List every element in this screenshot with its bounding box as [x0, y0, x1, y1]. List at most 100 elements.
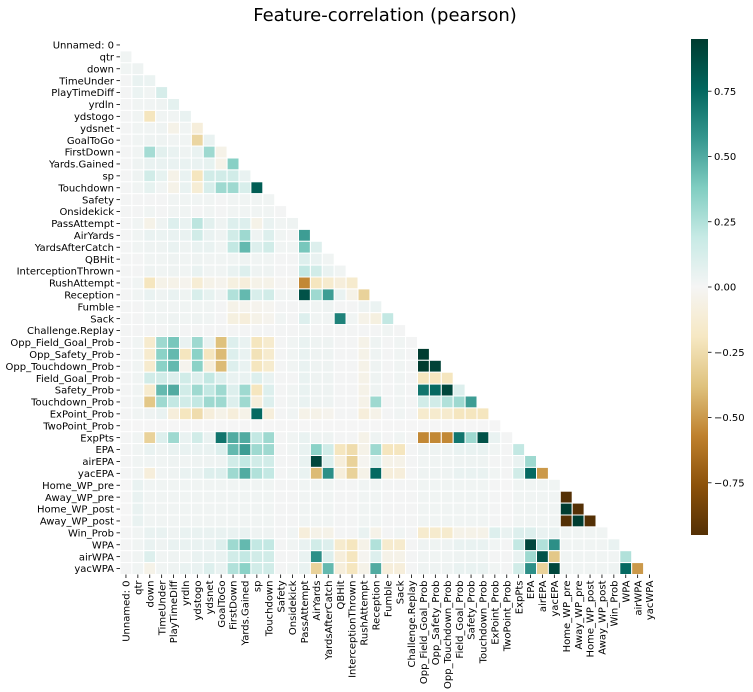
heatmap-cell: [214, 169, 228, 183]
heatmap-cell: [298, 300, 311, 314]
heatmap-cell: [286, 538, 300, 552]
heatmap-cell: [286, 407, 300, 421]
x-tick-label: RushAttempt: [360, 580, 371, 645]
heatmap-cell: [309, 312, 323, 326]
heatmap-cell: [345, 359, 359, 373]
heatmap-cell: [452, 502, 466, 516]
heatmap-cell: [488, 562, 502, 575]
heatmap-cell: [167, 359, 181, 373]
heatmap-cell: [298, 443, 311, 457]
heatmap-cell: [250, 240, 264, 254]
heatmap-cell: [214, 371, 228, 385]
heatmap-cell: [119, 50, 133, 64]
heatmap-cell: [214, 300, 228, 314]
heatmap-cell: [393, 395, 407, 409]
heatmap-cell: [119, 383, 133, 397]
heatmap-cell: [155, 431, 169, 445]
heatmap-cell: [369, 466, 383, 480]
heatmap-cell: [190, 228, 204, 242]
heatmap-cell: [226, 431, 240, 445]
y-tick-label: FirstDown: [65, 148, 114, 159]
heatmap-cell: [155, 526, 169, 540]
heatmap-cell: [238, 169, 252, 183]
heatmap-cell: [428, 395, 442, 409]
heatmap-cell: [238, 550, 252, 564]
heatmap-cell: [440, 550, 454, 564]
heatmap-cell: [214, 419, 228, 433]
heatmap-cell: [345, 502, 359, 516]
y-tick-label: Home_WP_post: [37, 505, 114, 516]
heatmap-cell: [274, 371, 288, 385]
heatmap-cell: [286, 217, 300, 230]
x-tick-label: yacEPA: [550, 580, 561, 616]
heatmap-cell: [119, 300, 133, 314]
heatmap-cell: [167, 121, 181, 135]
heatmap-cell: [333, 336, 347, 349]
heatmap-cell: [119, 359, 133, 373]
colorbar-tick-label: −0.50: [714, 413, 745, 424]
heatmap-cell: [369, 490, 383, 504]
heatmap-cell: [357, 502, 371, 516]
heatmap-cell: [262, 526, 276, 540]
heatmap-cell: [131, 121, 145, 135]
heatmap-cell: [369, 359, 383, 373]
heatmap-cell: [298, 395, 311, 409]
heatmap-cell: [238, 526, 252, 540]
heatmap-cell: [321, 562, 335, 575]
heatmap-cell: [309, 538, 323, 552]
heatmap-cell: [262, 228, 276, 242]
heatmap-cell: [464, 502, 478, 516]
heatmap-cell: [143, 347, 157, 361]
heatmap-cell: [131, 359, 145, 373]
heatmap-cell: [286, 490, 300, 504]
heatmap-cell: [286, 312, 300, 326]
heatmap-cell: [298, 240, 311, 254]
heatmap-cell: [488, 526, 502, 540]
heatmap-cell: [226, 324, 240, 338]
heatmap-cell: [214, 526, 228, 540]
heatmap-cell: [476, 443, 490, 457]
heatmap-cell: [179, 347, 192, 361]
heatmap-cell: [202, 455, 216, 468]
heatmap-cell: [226, 478, 240, 492]
heatmap-cell: [274, 538, 288, 552]
heatmap-cell: [583, 550, 597, 564]
x-tick-label: Sack: [395, 580, 406, 604]
heatmap-cell: [238, 514, 252, 528]
heatmap-cell: [547, 550, 561, 564]
heatmap-cell: [298, 276, 311, 290]
heatmap-cell: [536, 502, 549, 516]
y-tick-label: RushAttempt: [49, 279, 114, 290]
heatmap-cell: [476, 514, 490, 528]
heatmap-cell: [369, 395, 383, 409]
heatmap-cell: [190, 288, 204, 302]
heatmap-cell: [464, 514, 478, 528]
heatmap-cell: [190, 359, 204, 373]
heatmap-cell: [417, 419, 430, 433]
heatmap-cell: [202, 157, 216, 171]
heatmap-cell: [250, 324, 264, 338]
heatmap-cell: [512, 490, 526, 504]
heatmap-cell: [440, 514, 454, 528]
y-tick-label: Safety: [82, 195, 114, 206]
heatmap-cell: [143, 228, 157, 242]
heatmap-cell: [143, 74, 157, 88]
heatmap-cell: [155, 347, 169, 361]
heatmap-cell: [262, 502, 276, 516]
heatmap-cell: [298, 526, 311, 540]
heatmap-cell: [167, 181, 181, 195]
heatmap-cell: [369, 407, 383, 421]
heatmap-cell: [452, 443, 466, 457]
heatmap-cell: [131, 336, 145, 349]
heatmap-cell: [143, 359, 157, 373]
heatmap-cell: [179, 502, 192, 516]
heatmap-cell: [321, 288, 335, 302]
heatmap-cell: [167, 98, 181, 111]
heatmap-cell: [119, 312, 133, 326]
heatmap-cell: [250, 466, 264, 480]
heatmap-cell: [405, 347, 419, 361]
heatmap-cell: [119, 145, 133, 159]
heatmap-cell: [333, 312, 347, 326]
heatmap-cell: [190, 383, 204, 397]
heatmap-cell: [238, 347, 252, 361]
